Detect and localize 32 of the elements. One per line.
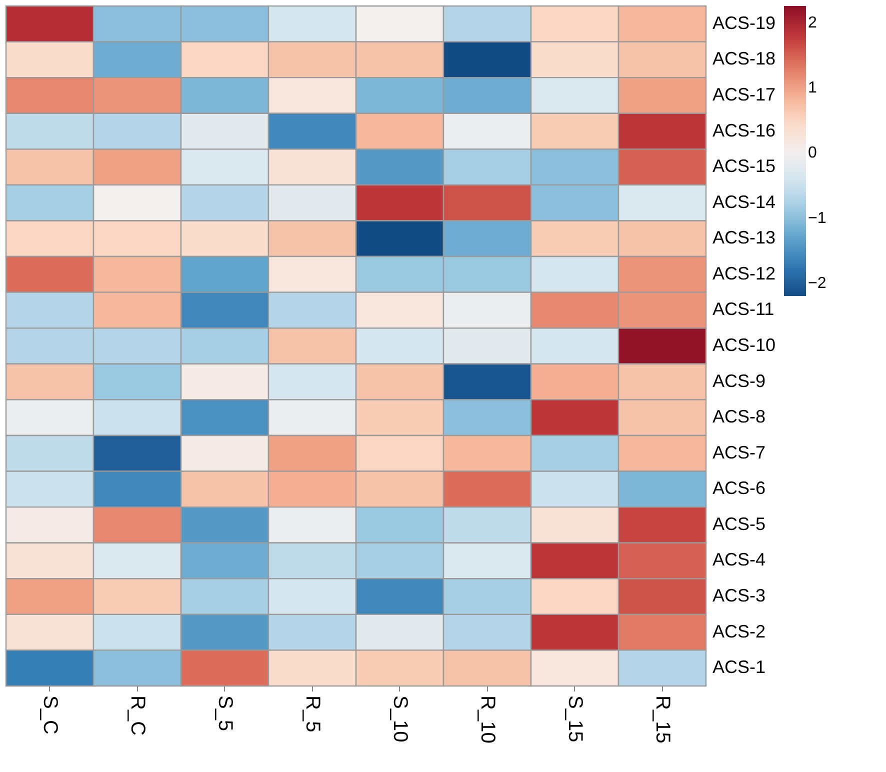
y-tick-label: ACS-7 — [712, 442, 766, 462]
y-tick-label: ACS-4 — [712, 550, 766, 570]
y-tick-label: ACS-10 — [712, 335, 776, 355]
x-tick-label: S_5 — [214, 696, 236, 732]
x-tick-label: R_10 — [476, 696, 498, 744]
y-tick-label: ACS-16 — [712, 120, 776, 140]
x-tick-label: R_C — [126, 696, 148, 736]
y-tick-label: ACS-8 — [712, 406, 766, 427]
y-tick-label: ACS-6 — [712, 478, 766, 498]
x-tick-label: S_C — [38, 696, 61, 734]
color-bar-label: 0 — [808, 144, 817, 162]
y-tick-label: ACS-3 — [712, 586, 766, 606]
x-tick-label: R_15 — [651, 696, 674, 744]
y-tick-label: ACS-13 — [712, 228, 776, 248]
y-tick-label: ACS-11 — [712, 299, 774, 320]
x-tick-label: S_10 — [388, 696, 411, 742]
color-bar-label: 2 — [808, 14, 817, 32]
x-tick-label: R_5 — [301, 696, 324, 732]
y-tick-label: ACS-15 — [712, 156, 776, 176]
color-bar-label: 1 — [808, 79, 817, 96]
y-tick-label: ACS-19 — [712, 12, 776, 33]
y-tick-label: ACS-9 — [712, 370, 766, 391]
color-bar-label: −1 — [808, 210, 826, 227]
color-bar-label: −2 — [808, 274, 826, 292]
y-tick-label: ACS-17 — [712, 84, 776, 104]
y-tick-label: ACS-12 — [712, 263, 776, 284]
x-tick-label: S_15 — [564, 696, 586, 742]
y-tick-label: ACS-14 — [712, 192, 776, 212]
y-tick-label: ACS-18 — [712, 48, 776, 69]
y-tick-label: ACS-5 — [712, 514, 766, 534]
y-tick-label: ACS-2 — [712, 621, 766, 642]
y-tick-label: ACS-1 — [712, 657, 766, 678]
